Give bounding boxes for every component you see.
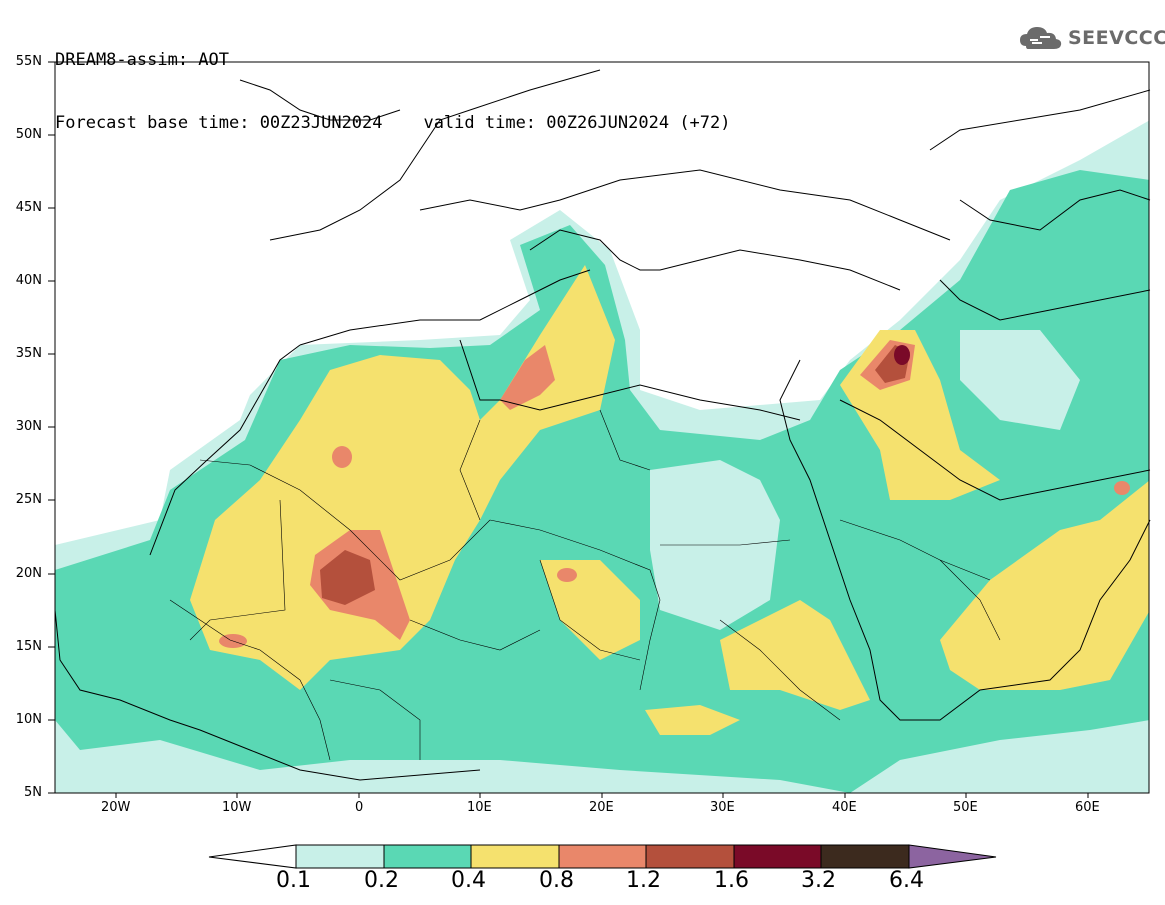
aot-level-0.8-patch — [557, 568, 577, 582]
coastlines-and-borders — [54, 69, 1151, 781]
colorbar-label: 6.4 — [889, 868, 924, 893]
aot-level-0.8-patch — [500, 345, 555, 410]
lat-label: 15N — [15, 639, 42, 654]
colorbar-bin-0.1-0.2 — [295, 844, 385, 869]
colorbar-over-arrow — [908, 844, 997, 869]
colorbar-label: 1.6 — [714, 868, 749, 893]
lon-label: 10E — [467, 800, 492, 815]
colorbar-label: 0.1 — [276, 868, 311, 893]
colorbar-bin-0.8-1.2 — [558, 844, 647, 869]
colorbar-label: 0.2 — [364, 868, 399, 893]
aot-level-0.4 — [190, 265, 615, 690]
colorbar-bin-3.2-6.4 — [820, 844, 910, 869]
lat-label: 50N — [15, 127, 42, 142]
colorbar-bin-1.6-3.2 — [733, 844, 822, 869]
aot-level-0.8-patch — [1114, 481, 1130, 495]
lat-label: 25N — [15, 492, 42, 507]
lon-label: 30E — [710, 800, 735, 815]
cloud-icon — [1020, 27, 1062, 49]
lat-label: 45N — [15, 200, 42, 215]
colorbar-label: 0.4 — [451, 868, 486, 893]
lon-label: 20E — [589, 800, 614, 815]
aot-level-1.2 — [320, 550, 375, 605]
lon-label: 20W — [101, 800, 131, 815]
aot-level-0.4-patch — [720, 600, 870, 710]
colorbar-bin-0.4-0.8 — [470, 844, 560, 869]
title-line-2: Forecast base time: 00Z23JUN2024 valid t… — [55, 113, 731, 133]
aot-level-1.6 — [894, 345, 910, 365]
lon-label: 60E — [1075, 800, 1100, 815]
lon-label: 0 — [355, 800, 364, 815]
lat-label: 10N — [15, 712, 42, 727]
lon-label: 10W — [222, 800, 252, 815]
lat-label: 5N — [24, 785, 42, 800]
lat-label: 35N — [15, 346, 42, 361]
lat-label: 40N — [15, 273, 42, 288]
colorbar-bin-0.2-0.4 — [383, 844, 472, 869]
lat-label: 20N — [15, 566, 42, 581]
colorbar-label: 3.2 — [801, 868, 836, 893]
colorbar-bin-1.2-1.6 — [645, 844, 735, 869]
title-line-1: DREAM8-assim: AOT — [55, 50, 229, 70]
lon-label: 40E — [832, 800, 857, 815]
aot-level-0.4-patch — [645, 705, 740, 735]
aot-level-0.4-patch — [540, 560, 640, 660]
colorbar-label: 1.2 — [626, 868, 661, 893]
colorbar-under-arrow — [208, 844, 297, 869]
chart-title: DREAM8-assim: AOT Forecast base time: 00… — [55, 8, 731, 155]
aot-level-0.4-patch — [940, 480, 1149, 690]
axis-ticks — [48, 61, 1089, 798]
logo-text: SEEVCCC — [1068, 27, 1165, 49]
aot-level-0.1-patch — [960, 330, 1080, 430]
colorbar-label: 0.8 — [539, 868, 574, 893]
country-borders — [169, 409, 1001, 761]
seevccc-logo: SEEVCCC — [1018, 24, 1165, 54]
lat-label: 30N — [15, 419, 42, 434]
lon-label: 50E — [953, 800, 978, 815]
aot-field — [55, 120, 1149, 793]
lat-label: 55N — [15, 54, 42, 69]
colorbar — [208, 844, 997, 869]
aot-level-0.8-patch — [332, 446, 352, 468]
